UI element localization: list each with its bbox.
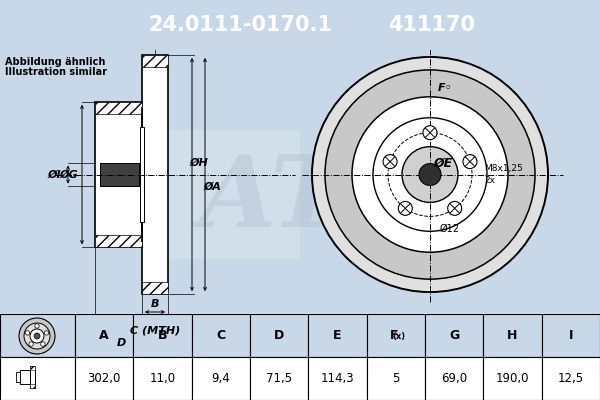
Bar bbox=[133, 314, 191, 357]
Bar bbox=[133, 357, 191, 400]
Bar bbox=[484, 314, 542, 357]
Circle shape bbox=[30, 329, 44, 343]
Circle shape bbox=[463, 155, 477, 168]
Circle shape bbox=[423, 126, 437, 140]
Text: (x): (x) bbox=[392, 332, 406, 341]
Circle shape bbox=[383, 155, 397, 168]
Bar bbox=[30, 366, 35, 388]
Circle shape bbox=[41, 342, 45, 346]
Circle shape bbox=[24, 323, 50, 349]
Text: C: C bbox=[216, 329, 226, 342]
Bar bbox=[191, 314, 250, 357]
Bar bbox=[250, 314, 308, 357]
Bar bbox=[20, 370, 30, 384]
Bar bbox=[155, 130, 300, 259]
Bar bbox=[308, 314, 367, 357]
Bar bbox=[250, 357, 308, 400]
Bar bbox=[140, 127, 144, 222]
Bar bbox=[367, 357, 425, 400]
Bar bbox=[425, 314, 484, 357]
Text: ATE: ATE bbox=[199, 151, 421, 248]
Text: I: I bbox=[569, 329, 573, 342]
Circle shape bbox=[373, 118, 487, 231]
Circle shape bbox=[35, 324, 39, 328]
Text: B: B bbox=[151, 299, 159, 309]
Bar bbox=[142, 282, 168, 294]
Text: H: H bbox=[508, 329, 518, 342]
Circle shape bbox=[25, 331, 29, 335]
Bar bbox=[95, 102, 142, 114]
Text: A: A bbox=[100, 329, 109, 342]
Text: 2x: 2x bbox=[484, 176, 495, 185]
Text: Abbildung ähnlich: Abbildung ähnlich bbox=[5, 57, 106, 67]
Bar bbox=[191, 357, 250, 400]
Text: 5: 5 bbox=[392, 372, 400, 385]
Circle shape bbox=[44, 331, 49, 335]
Text: F: F bbox=[389, 329, 398, 342]
Bar bbox=[100, 162, 139, 186]
Text: D: D bbox=[274, 329, 284, 342]
Text: 190,0: 190,0 bbox=[496, 372, 529, 385]
Circle shape bbox=[325, 70, 535, 279]
Bar bbox=[16, 372, 20, 382]
Text: 71,5: 71,5 bbox=[266, 372, 292, 385]
Bar bbox=[542, 314, 600, 357]
Bar bbox=[484, 357, 542, 400]
Circle shape bbox=[402, 147, 458, 202]
Bar bbox=[75, 357, 133, 400]
Text: 24.0111-0170.1: 24.0111-0170.1 bbox=[148, 15, 332, 35]
Bar bbox=[142, 55, 168, 294]
Bar bbox=[95, 102, 142, 247]
Circle shape bbox=[19, 318, 55, 354]
Text: D: D bbox=[117, 338, 126, 348]
Text: 114,3: 114,3 bbox=[320, 372, 355, 385]
Bar bbox=[95, 235, 142, 247]
Bar bbox=[30, 366, 35, 370]
Circle shape bbox=[352, 97, 508, 252]
Text: ØA: ØA bbox=[203, 182, 221, 192]
Bar bbox=[0, 314, 75, 357]
Bar bbox=[142, 55, 168, 67]
Text: ØI: ØI bbox=[47, 170, 61, 180]
Text: F◦: F◦ bbox=[438, 83, 453, 93]
Text: Ø12: Ø12 bbox=[440, 223, 460, 233]
Text: ØG: ØG bbox=[59, 170, 79, 180]
Text: B: B bbox=[158, 329, 167, 342]
Circle shape bbox=[448, 202, 461, 215]
Text: 12,5: 12,5 bbox=[558, 372, 584, 385]
Circle shape bbox=[312, 57, 548, 292]
Text: 9,4: 9,4 bbox=[211, 372, 230, 385]
Circle shape bbox=[398, 202, 412, 215]
Bar bbox=[75, 314, 133, 357]
Text: E: E bbox=[333, 329, 342, 342]
Text: M8x1,25: M8x1,25 bbox=[484, 164, 523, 173]
Bar bbox=[0, 357, 75, 400]
Text: G: G bbox=[449, 329, 459, 342]
Bar bbox=[30, 384, 35, 388]
Text: Illustration similar: Illustration similar bbox=[5, 67, 107, 77]
Text: ØE: ØE bbox=[434, 156, 453, 170]
Text: 302,0: 302,0 bbox=[88, 372, 121, 385]
Bar bbox=[542, 357, 600, 400]
Bar bbox=[425, 357, 484, 400]
Text: C (MTH): C (MTH) bbox=[130, 326, 180, 336]
Text: 11,0: 11,0 bbox=[149, 372, 176, 385]
Bar bbox=[367, 314, 425, 357]
Text: 69,0: 69,0 bbox=[441, 372, 467, 385]
Bar bbox=[308, 357, 367, 400]
Text: 411170: 411170 bbox=[389, 15, 476, 35]
Circle shape bbox=[419, 164, 441, 186]
Circle shape bbox=[34, 333, 40, 339]
Text: ØH: ØH bbox=[190, 158, 208, 168]
Circle shape bbox=[29, 342, 34, 346]
